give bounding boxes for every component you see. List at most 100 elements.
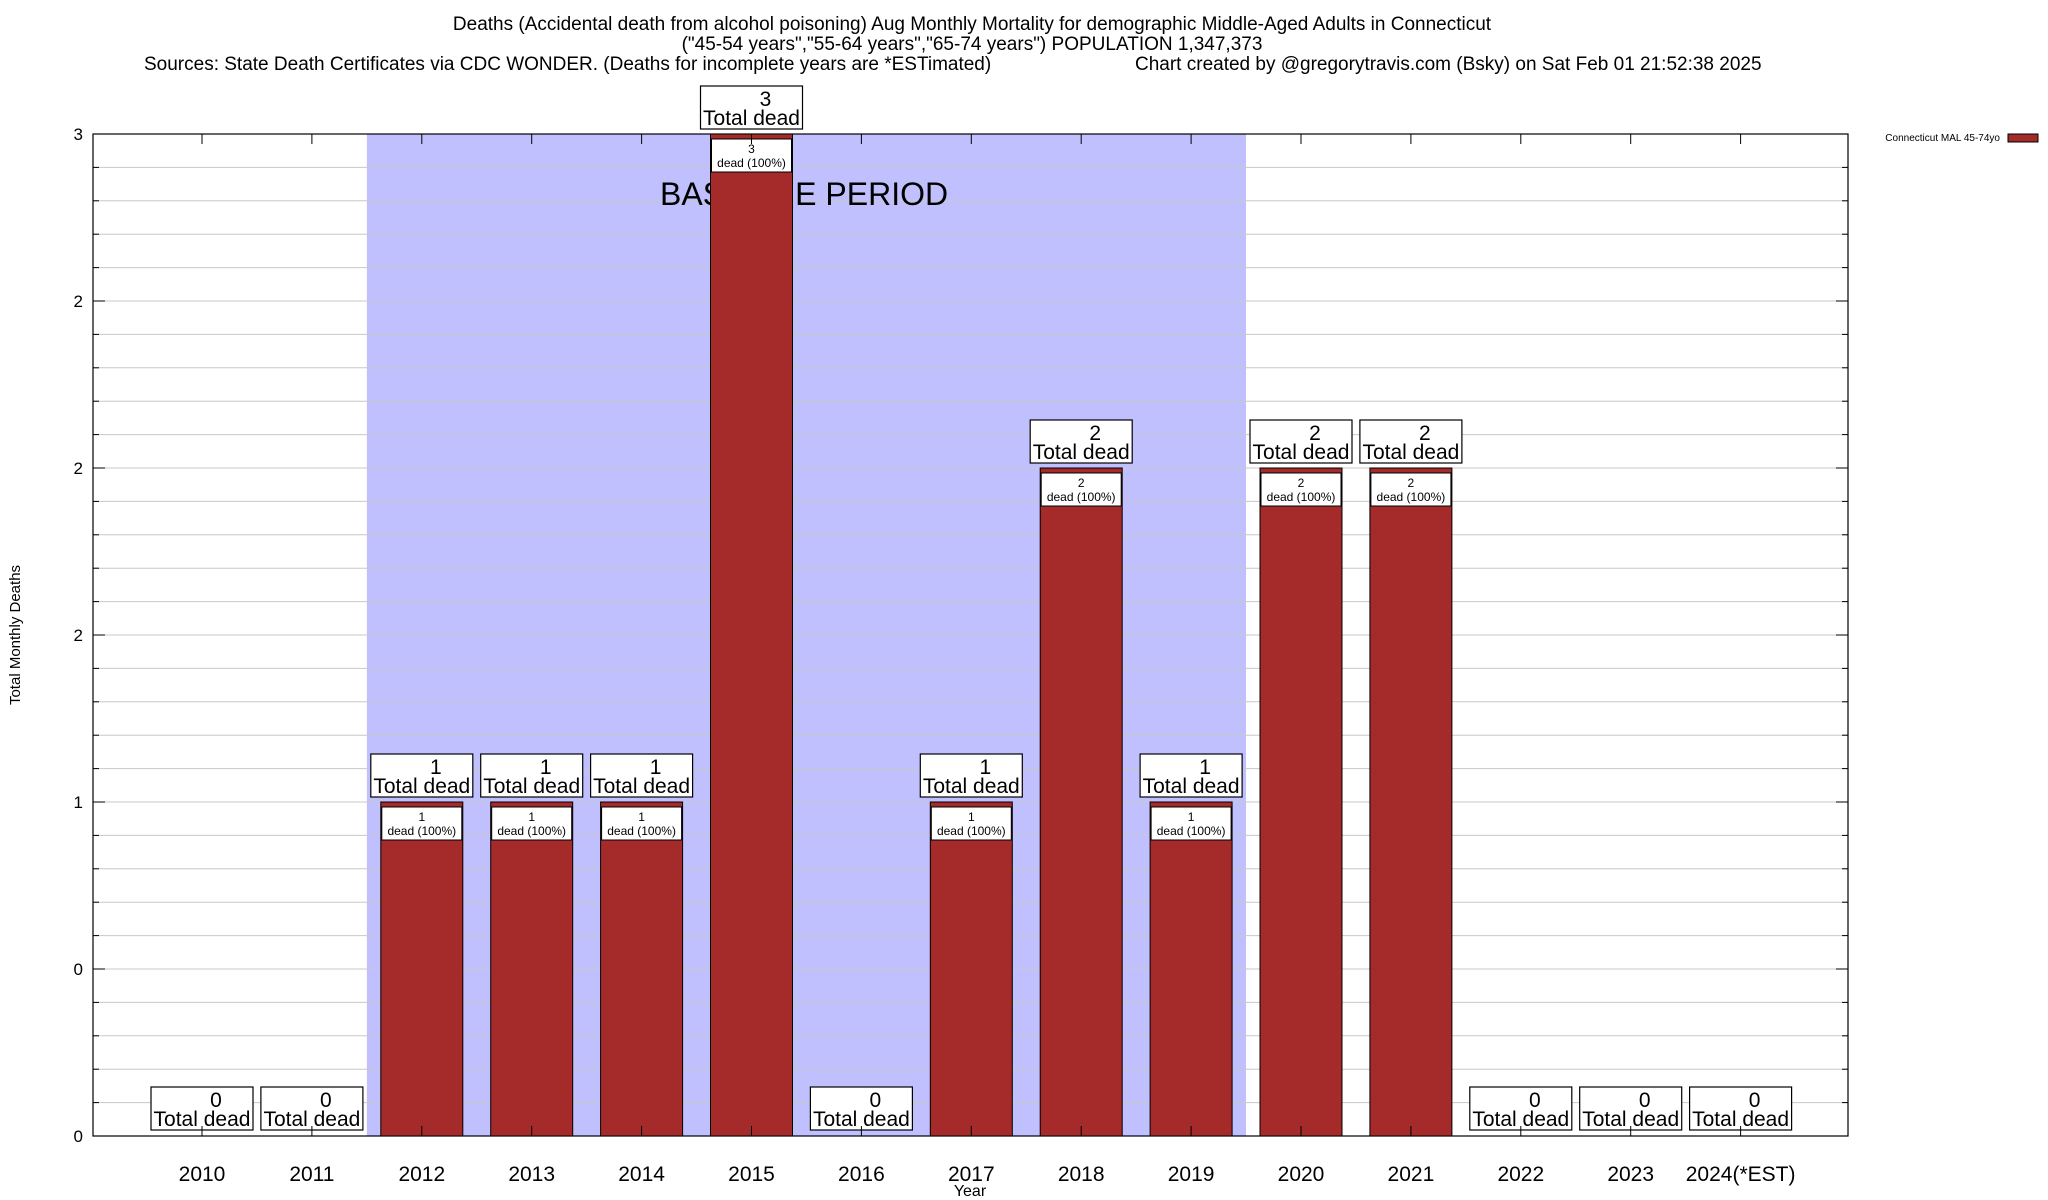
- bar-total-label-count: 0: [320, 1089, 332, 1112]
- bar-total-label-box: [1139, 753, 1243, 798]
- y-tick-label: 0: [74, 960, 83, 979]
- bar-total-label-text: Total dead: [703, 107, 800, 130]
- bar-inner-label-text: dead (100%): [1267, 490, 1336, 504]
- bar-inner-label-box: [1150, 806, 1232, 841]
- bar-inner-label-text: dead (100%): [497, 824, 566, 838]
- bar-total-label-box: [919, 753, 1023, 798]
- bar-inner-label-box: [930, 806, 1012, 841]
- bar-inner-label-text: dead (100%): [937, 824, 1006, 838]
- legend-entry-label: Connecticut MAL 45-74yo: [1885, 133, 2000, 144]
- bar-total-label-text: Total dead: [263, 1108, 360, 1131]
- bar-total-label-text: Total dead: [1033, 441, 1130, 464]
- x-tick-label: 2014: [618, 1163, 665, 1186]
- bar-total-label-count: 1: [430, 756, 442, 779]
- y-tick-label: 1: [74, 793, 83, 812]
- y-tick-label: 2: [74, 459, 83, 478]
- bar-total-label-box: [809, 1086, 914, 1131]
- bars: [198, 133, 1745, 1137]
- bar-total-label-count: 1: [1199, 756, 1211, 779]
- x-tick-label: 2024(*EST): [1686, 1163, 1796, 1186]
- bar-total-label-text: Total dead: [154, 1108, 251, 1131]
- legend: Connecticut MAL 45-74yo: [1885, 133, 2039, 144]
- bar-inner-label-box: [1260, 472, 1342, 507]
- y-axis: 0 0 1 2 2 2 3: [74, 125, 1848, 1146]
- x-axis-title: Year: [954, 1183, 987, 1200]
- bar-total-label-box: [1359, 419, 1463, 464]
- bar-inner-label-text: dead (100%): [1377, 490, 1446, 504]
- bar-total-label-text: Total dead: [1472, 1108, 1569, 1131]
- bar-total-label-box: [699, 85, 804, 130]
- bar-total-label-box: [1469, 1086, 1573, 1131]
- bar-total-label-text: Total dead: [1143, 775, 1240, 798]
- x-tick-label: 2010: [179, 1163, 226, 1186]
- bar: [1149, 801, 1233, 1137]
- bar-total-label-text: Total dead: [1582, 1108, 1679, 1131]
- bar-total-label-count: 1: [650, 756, 662, 779]
- y-tick-label: 3: [74, 125, 83, 144]
- bar-total-label-count: 3: [760, 88, 772, 111]
- bar-inner-label-count: 1: [968, 810, 975, 824]
- bar-inner-label-count: 1: [528, 810, 535, 824]
- bar-total-label-box: [260, 1086, 364, 1131]
- bar-inner-label-count: 2: [1408, 476, 1415, 490]
- y-tick-label: 2: [74, 626, 83, 645]
- bar-inner-label-box: [1040, 472, 1122, 507]
- bar-inner-label-box: [601, 806, 683, 841]
- bar-inner-label-text: dead (100%): [1047, 490, 1116, 504]
- x-tick-label: 2022: [1497, 1163, 1544, 1186]
- x-tick-label: 2015: [728, 1163, 775, 1186]
- bar-total-label-count: 0: [1529, 1089, 1541, 1112]
- bar-total-label-count: 2: [1089, 422, 1101, 445]
- bar-total-label-count: 0: [870, 1089, 882, 1112]
- x-tick-label: 2023: [1607, 1163, 1654, 1186]
- chart-title: Deaths (Accidental death from alcohol po…: [452, 14, 1492, 35]
- chart-sources: Sources: State Death Certificates via CD…: [144, 54, 992, 75]
- bar-total-label-text: Total dead: [923, 775, 1020, 798]
- y-tick-label: 2: [74, 292, 83, 311]
- bar-inner-label-count: 2: [1078, 476, 1085, 490]
- bar-total-label-count: 1: [979, 756, 991, 779]
- bar-inner-label-box: [381, 806, 463, 841]
- bar-total-label-box: [480, 753, 584, 798]
- bar: [600, 801, 684, 1137]
- bar: [710, 133, 793, 1137]
- bar: [929, 801, 1013, 1137]
- y-axis-title: Total Monthly Deaths: [7, 565, 24, 705]
- bar-total-label-box: [1029, 419, 1133, 464]
- chart-subtitle: ("45-54 years","55-64 years","65-74 year…: [681, 34, 1263, 55]
- bar-total-label-text: Total dead: [1253, 441, 1350, 464]
- bar: [490, 801, 574, 1137]
- bar-total-label-text: Total dead: [1692, 1108, 1789, 1131]
- bar-total-label-text: Total dead: [593, 775, 690, 798]
- x-tick-label: 2013: [508, 1163, 555, 1186]
- bar: [1039, 467, 1123, 1137]
- bar-inner-label-box: [1370, 472, 1452, 507]
- baseline-period-label: BASELINE PERIOD: [660, 176, 948, 212]
- bar-total-label-text: Total dead: [483, 775, 580, 798]
- x-tick-label: 2020: [1278, 1163, 1325, 1186]
- x-tick-label: 2021: [1388, 1163, 1435, 1186]
- bar-total-label-box: [150, 1086, 254, 1131]
- bar-total-label-box: [1249, 419, 1353, 464]
- bar-total-label-count: 0: [1749, 1089, 1761, 1112]
- bar-inner-label-count: 1: [1188, 810, 1195, 824]
- bar-inner-label-text: dead (100%): [387, 824, 456, 838]
- bar-total-label-box: [1688, 1086, 1793, 1131]
- bar: [1369, 467, 1453, 1137]
- bar-inner-label-box: [491, 806, 573, 841]
